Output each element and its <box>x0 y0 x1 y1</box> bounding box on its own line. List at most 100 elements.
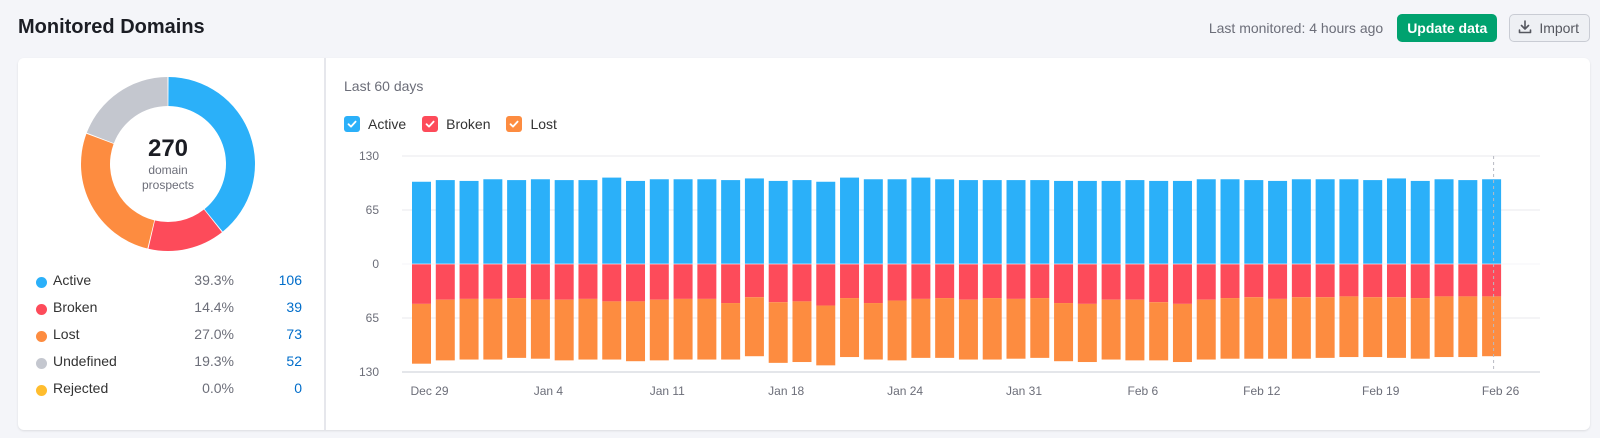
bar-broken[interactable] <box>1077 264 1097 304</box>
bar-broken[interactable] <box>982 264 1002 299</box>
bar-active[interactable] <box>1077 180 1097 264</box>
series-toggle-broken[interactable]: Broken <box>422 116 490 132</box>
bar-active[interactable] <box>1220 179 1240 264</box>
bar-broken[interactable] <box>602 264 622 302</box>
bar-broken[interactable] <box>840 264 860 299</box>
bar-lost[interactable] <box>435 299 455 361</box>
bar-lost[interactable] <box>412 303 431 364</box>
bar-active[interactable] <box>1315 179 1335 264</box>
bar-broken[interactable] <box>1291 264 1311 298</box>
bar-broken[interactable] <box>483 264 503 299</box>
bar-active[interactable] <box>768 180 788 264</box>
bar-active[interactable] <box>554 180 574 264</box>
bar-lost[interactable] <box>1244 297 1264 359</box>
legend-count-link[interactable]: 73 <box>286 326 302 342</box>
bar-active[interactable] <box>1172 180 1192 264</box>
bar-broken[interactable] <box>673 264 693 299</box>
bar-broken[interactable] <box>768 264 788 303</box>
bar-active[interactable] <box>1268 180 1288 264</box>
bar-active[interactable] <box>1030 180 1050 264</box>
bar-active[interactable] <box>1149 180 1169 264</box>
bar-active[interactable] <box>1386 178 1406 264</box>
bar-broken[interactable] <box>1386 264 1406 298</box>
bar-lost[interactable] <box>744 297 764 357</box>
bar-lost[interactable] <box>1030 298 1050 358</box>
bar-broken[interactable] <box>578 264 598 299</box>
bar-lost[interactable] <box>1054 303 1074 362</box>
bar-active[interactable] <box>863 179 883 264</box>
bar-active[interactable] <box>1101 180 1121 264</box>
bar-active[interactable] <box>840 177 860 264</box>
bar-broken[interactable] <box>507 264 527 299</box>
bar-active[interactable] <box>578 180 598 264</box>
legend-count-link[interactable]: 39 <box>286 299 302 315</box>
bar-broken[interactable] <box>1196 264 1216 300</box>
bar-broken[interactable] <box>1363 264 1383 298</box>
bar-active[interactable] <box>1339 179 1359 264</box>
bar-lost[interactable] <box>1339 296 1359 358</box>
update-data-button[interactable]: Update data <box>1397 14 1498 42</box>
bar-active[interactable] <box>935 179 955 264</box>
bar-lost[interactable] <box>911 298 931 358</box>
bar-lost[interactable] <box>887 300 907 361</box>
bar-active[interactable] <box>1434 179 1454 264</box>
bar-lost[interactable] <box>1006 298 1026 359</box>
bar-broken[interactable] <box>412 264 431 304</box>
bar-broken[interactable] <box>1315 264 1335 298</box>
bar-broken[interactable] <box>530 264 550 300</box>
bar-lost[interactable] <box>768 302 788 363</box>
bar-broken[interactable] <box>1101 264 1121 300</box>
bar-broken[interactable] <box>1006 264 1026 299</box>
bar-lost[interactable] <box>1268 298 1288 359</box>
bar-lost[interactable] <box>578 298 598 360</box>
bar-lost[interactable] <box>1101 299 1121 360</box>
bar-lost[interactable] <box>1458 296 1478 358</box>
bar-lost[interactable] <box>483 298 503 360</box>
bar-active[interactable] <box>1054 180 1074 264</box>
bar-active[interactable] <box>911 177 931 264</box>
bar-lost[interactable] <box>459 298 479 360</box>
bar-active[interactable] <box>1410 180 1430 264</box>
series-toggle-active[interactable]: Active <box>344 116 406 132</box>
bar-active[interactable] <box>459 180 479 264</box>
donut-slice-lost[interactable] <box>81 133 155 249</box>
legend-count-link[interactable]: 106 <box>278 272 302 288</box>
bar-lost[interactable] <box>816 305 836 366</box>
bar-broken[interactable] <box>958 264 978 300</box>
bar-active[interactable] <box>982 180 1002 264</box>
bar-broken[interactable] <box>649 264 669 300</box>
bar-active[interactable] <box>649 179 669 264</box>
bar-broken[interactable] <box>863 264 883 304</box>
bar-broken[interactable] <box>1149 264 1169 303</box>
bar-lost[interactable] <box>1220 298 1240 359</box>
bar-broken[interactable] <box>1244 264 1264 298</box>
checkbox-checked-icon[interactable] <box>506 116 523 132</box>
bar-lost[interactable] <box>792 301 812 363</box>
bar-broken[interactable] <box>626 264 646 302</box>
bar-lost[interactable] <box>863 303 883 360</box>
bar-active[interactable] <box>744 178 764 264</box>
bar-broken[interactable] <box>721 264 741 304</box>
bar-lost[interactable] <box>840 298 860 358</box>
bar-active[interactable] <box>412 181 431 264</box>
bar-lost[interactable] <box>626 301 646 362</box>
bar-lost[interactable] <box>982 298 1002 360</box>
bar-active[interactable] <box>887 179 907 264</box>
bar-active[interactable] <box>1244 180 1264 264</box>
bar-lost[interactable] <box>935 298 955 358</box>
bar-broken[interactable] <box>1030 264 1050 299</box>
bar-active[interactable] <box>697 179 717 264</box>
bar-broken[interactable] <box>887 264 907 301</box>
bar-active[interactable] <box>721 180 741 264</box>
legend-count-link[interactable]: 0 <box>294 380 302 396</box>
bar-lost[interactable] <box>602 301 622 360</box>
bar-broken[interactable] <box>1268 264 1288 299</box>
bar-broken[interactable] <box>1458 264 1478 297</box>
bar-broken[interactable] <box>435 264 455 300</box>
bar-lost[interactable] <box>1386 297 1406 358</box>
donut-slice-undefined[interactable] <box>86 77 168 144</box>
bar-broken[interactable] <box>1172 264 1192 304</box>
donut-slice-active[interactable] <box>168 77 255 232</box>
bar-lost[interactable] <box>1149 302 1169 361</box>
bar-lost[interactable] <box>673 298 693 360</box>
